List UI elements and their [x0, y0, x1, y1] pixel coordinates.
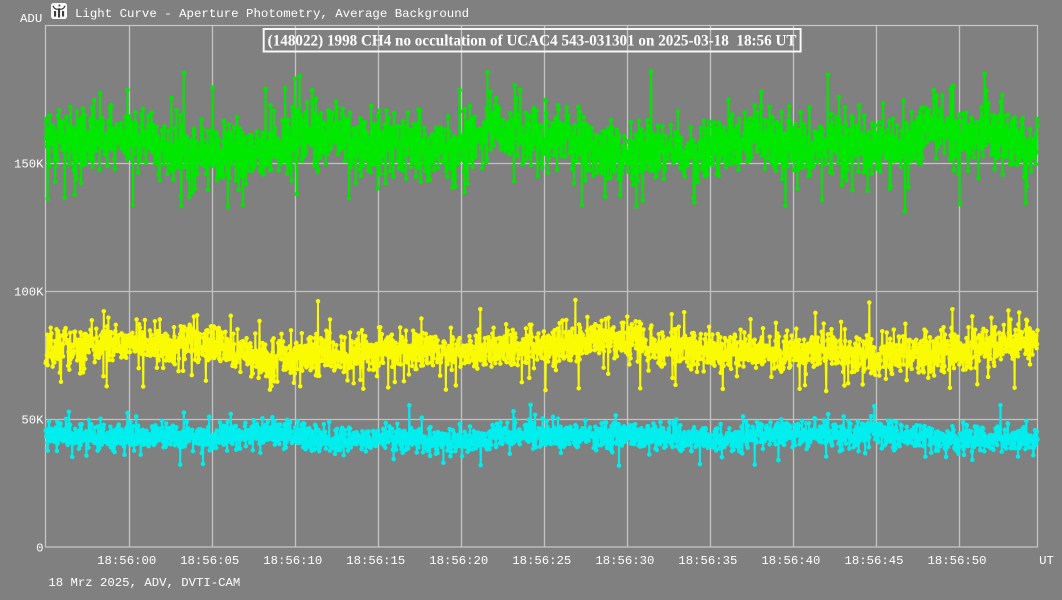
svg-text:150K: 150K	[14, 157, 44, 171]
svg-text:18:56:20: 18:56:20	[429, 554, 488, 568]
svg-text:0: 0	[36, 541, 43, 555]
svg-text:Light Curve - Aperture Photome: Light Curve - Aperture Photometry, Avera…	[75, 7, 469, 21]
svg-text:18:56:30: 18:56:30	[595, 554, 654, 568]
svg-text:(148022) 1998 CH4 no occultati: (148022) 1998 CH4 no occultation of UCAC…	[268, 32, 797, 49]
svg-text:18:56:05: 18:56:05	[180, 554, 239, 568]
svg-text:ADU: ADU	[20, 12, 42, 26]
svg-text:100K: 100K	[14, 285, 44, 299]
svg-text:18:56:10: 18:56:10	[263, 554, 322, 568]
svg-text:18:56:40: 18:56:40	[761, 554, 820, 568]
svg-text:18 Mrz 2025, ADV, DVTI-CAM: 18 Mrz 2025, ADV, DVTI-CAM	[48, 576, 240, 590]
svg-text:UT: UT	[1039, 554, 1054, 568]
svg-text:18:56:35: 18:56:35	[678, 554, 737, 568]
svg-text:18:56:45: 18:56:45	[844, 554, 903, 568]
svg-text:18:56:50: 18:56:50	[927, 554, 986, 568]
svg-text:18:56:15: 18:56:15	[346, 554, 405, 568]
svg-text:18:56:25: 18:56:25	[512, 554, 571, 568]
svg-text:18:56:00: 18:56:00	[97, 554, 156, 568]
svg-text:50K: 50K	[21, 413, 44, 427]
